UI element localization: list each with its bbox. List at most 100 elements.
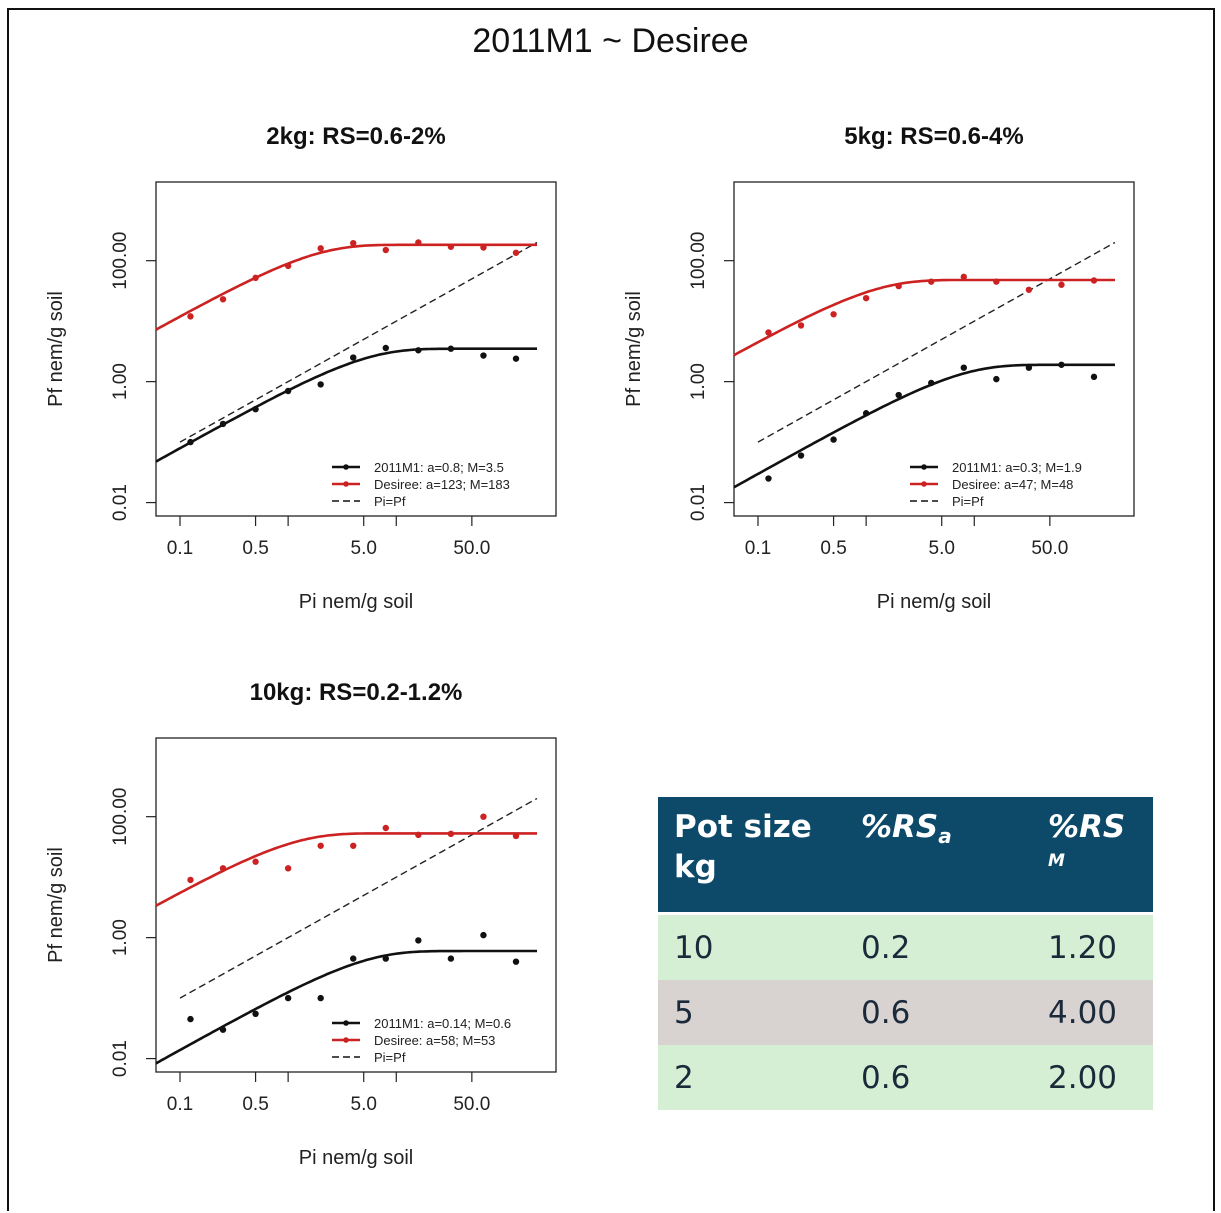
data-point [219, 420, 227, 428]
x-tick-label: 0.5 [242, 1094, 268, 1115]
data-point [187, 438, 194, 446]
data-point [512, 249, 520, 256]
fit-line [733, 278, 1115, 357]
data-point [317, 381, 324, 388]
data-point [830, 311, 837, 318]
cell-rsm: 1.20 [1048, 929, 1118, 966]
data-point [862, 410, 870, 417]
y-tick-label: 0.01 [110, 484, 131, 521]
data-point [1058, 361, 1065, 368]
x-tick-label: 50.0 [453, 1094, 490, 1115]
legend-marker [343, 1037, 349, 1043]
data-point [928, 379, 935, 387]
x-tick-label: 0.1 [167, 1094, 193, 1115]
data-point [512, 355, 520, 362]
data-point [480, 931, 487, 939]
legend-label: 2011M1: a=0.14; M=0.6 [374, 1016, 511, 1031]
legend-marker [343, 1020, 349, 1026]
data-point [187, 876, 194, 884]
data-point [284, 994, 292, 1002]
chart-title: 10kg: RS=0.2-1.2% [250, 679, 463, 706]
data-point [382, 955, 389, 962]
data-point [284, 865, 292, 872]
data-point [382, 824, 389, 832]
y-tick-label: 100.00 [688, 232, 709, 290]
data-point [382, 344, 389, 352]
data-point [765, 329, 772, 336]
data-point [512, 958, 520, 965]
data-point [830, 436, 837, 443]
x-tick-label: 0.5 [820, 538, 846, 559]
cell-pot: 5 [674, 994, 694, 1031]
diagonal-line [179, 797, 538, 999]
fit-line [155, 347, 537, 463]
y-axis-label: Pf nem/g soil [45, 291, 67, 407]
x-axis-label: Pi nem/g soil [299, 591, 414, 613]
x-axis-label: Pi nem/g soil [877, 591, 992, 613]
data-point [447, 955, 455, 962]
plot-frame [733, 181, 1135, 517]
legend-label: Desiree: a=123; M=183 [374, 477, 510, 492]
chart-panel-5kg: 5kg: RS=0.6-4% 0.1 0.5 5.0 50.0 0.01 1.00 100.0… [623, 123, 1135, 613]
data-point [415, 831, 422, 839]
legend-label: Pi=Pf [374, 494, 406, 509]
x-tick-label: 0.1 [167, 538, 193, 559]
x-tick-label: 5.0 [351, 538, 377, 559]
x-tick-label: 5.0 [929, 538, 955, 559]
data-point [895, 391, 902, 399]
cell-rsa: 0.2 [861, 929, 911, 966]
x-tick-label: 0.1 [745, 538, 771, 559]
legend-marker [921, 481, 927, 487]
data-point [350, 354, 357, 361]
rs-table: Pot size kg %RSa %RS M 10 0.2 1.20 5 0.6… [658, 797, 1153, 1110]
header-pot-size-line2: kg [674, 849, 717, 885]
data-point [960, 364, 967, 371]
data-point [960, 273, 967, 281]
data-point [415, 937, 422, 944]
data-point [350, 842, 357, 849]
header-rs-m-main: %RS [1048, 809, 1126, 845]
data-point [350, 955, 357, 962]
data-point [895, 282, 902, 290]
cell-rsa: 0.6 [861, 994, 911, 1031]
y-tick-label: 1.00 [688, 363, 709, 400]
data-point [447, 345, 455, 352]
data-point [252, 858, 259, 865]
legend-marker [343, 464, 349, 470]
data-point [317, 842, 324, 849]
data-point [187, 313, 194, 320]
data-point [252, 274, 259, 282]
plot-frame [155, 181, 557, 517]
data-point [219, 1026, 227, 1033]
page-title: 2011M1 ~ Desiree [472, 22, 749, 60]
data-point [382, 246, 389, 254]
data-point [1090, 373, 1098, 381]
data-point [219, 865, 227, 872]
data-point [1025, 286, 1033, 293]
data-point [480, 244, 487, 251]
chart-title: 2kg: RS=0.6-2% [266, 123, 445, 150]
data-point [447, 243, 455, 250]
data-point [317, 245, 324, 252]
y-tick-label: 0.01 [688, 484, 709, 521]
header-rs-a: %RSa [845, 797, 1032, 912]
data-point [993, 278, 1000, 285]
data-point [187, 1015, 194, 1023]
header-pot-size-line1: Pot size [674, 809, 812, 845]
table-header: Pot size kg %RSa %RS M [658, 797, 1153, 915]
data-point [765, 475, 772, 482]
legend-label: Desiree: a=47; M=48 [952, 477, 1073, 492]
cell-pot: 10 [674, 929, 714, 966]
fit-line [155, 243, 537, 331]
header-rs-a-main: %RS [861, 809, 939, 845]
table-row: 2 0.6 2.00 [658, 1045, 1153, 1110]
y-tick-label: 1.00 [110, 919, 131, 956]
cell-rsm: 4.00 [1048, 994, 1118, 1031]
data-point [797, 322, 805, 329]
y-tick-label: 100.00 [110, 788, 131, 846]
y-axis-label: Pf nem/g soil [45, 847, 67, 963]
cell-rsm: 2.00 [1048, 1059, 1118, 1096]
header-rs-m-sub: M [1048, 851, 1065, 871]
table-row: 5 0.6 4.00 [658, 980, 1153, 1045]
legend-label: 2011M1: a=0.8; M=3.5 [374, 460, 504, 475]
